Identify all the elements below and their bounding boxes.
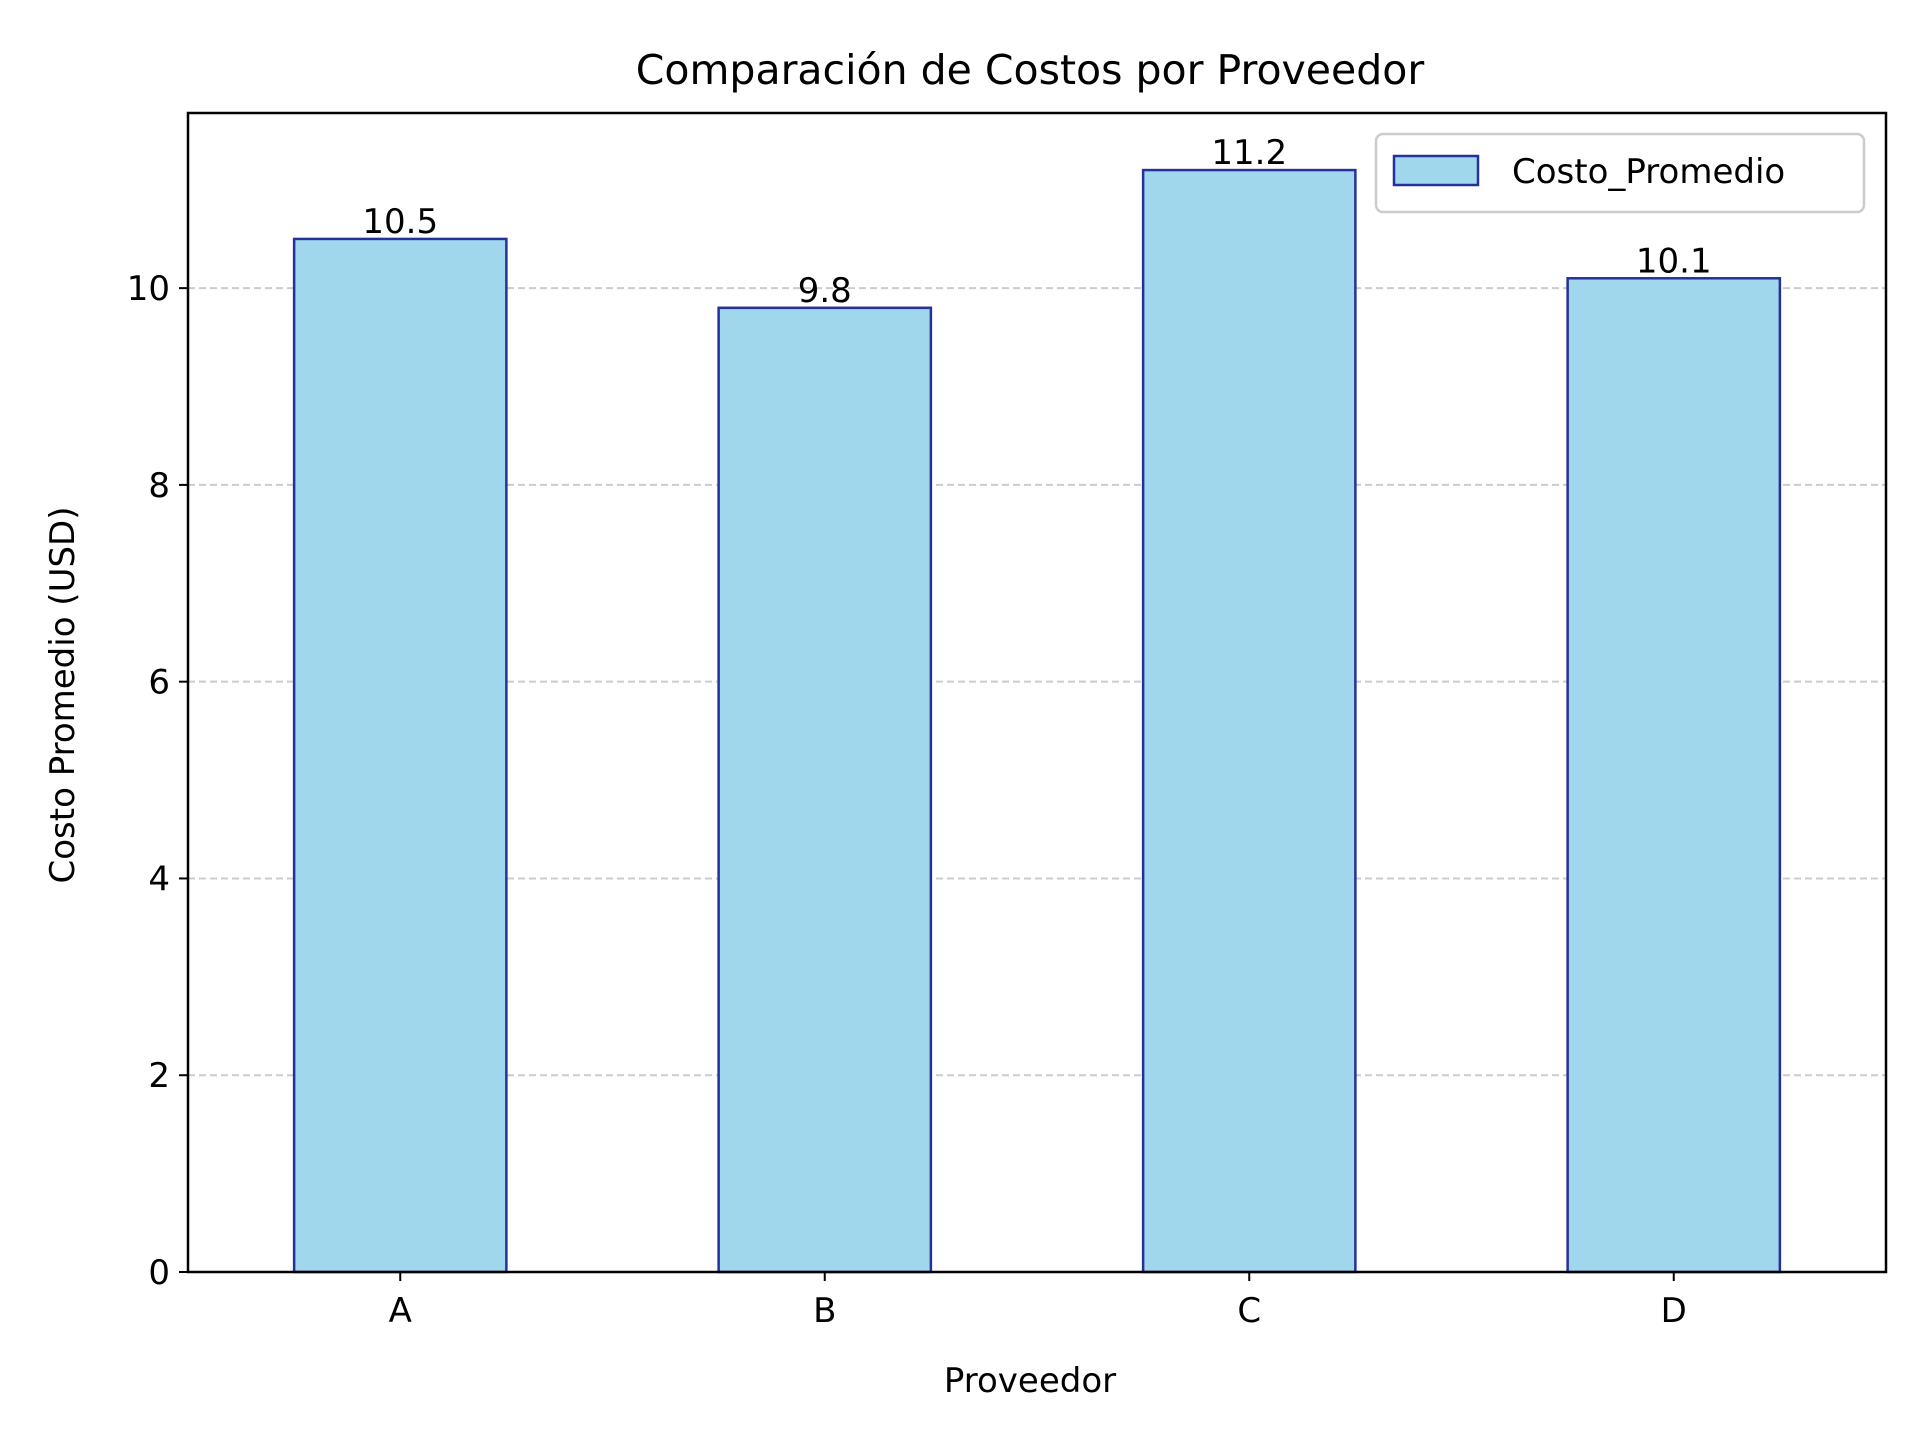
x-tick-label: A (389, 1291, 412, 1331)
y-axis-ticks: 0 2 4 6 8 10 (127, 269, 188, 1293)
bar-C (1141, 168, 1357, 1274)
y-tick-label: 0 (148, 1253, 170, 1293)
bar-value-label: 10.1 (1636, 241, 1712, 281)
bar-value-label: 10.5 (362, 202, 438, 242)
bar-A (292, 237, 508, 1274)
legend: Costo_Promedio (1374, 132, 1866, 214)
plot-frame (186, 111, 1888, 1274)
bars (292, 168, 1782, 1274)
x-axis-label: Proveedor (944, 1361, 1116, 1401)
legend-label: Costo_Promedio (1512, 152, 1785, 192)
bar-value-labels: 10.5 9.8 11.2 10.1 (362, 133, 1711, 311)
y-tick-label: 10 (127, 269, 170, 309)
y-axis-label: Costo Promedio (USD) (43, 507, 83, 884)
bar-value-label: 9.8 (798, 271, 852, 311)
y-tick-label: 6 (148, 663, 170, 703)
x-tick-label: B (813, 1291, 836, 1331)
legend-swatch (1392, 154, 1480, 187)
x-axis-ticks: A B C D (389, 1272, 1687, 1331)
bar-D (1566, 277, 1782, 1274)
bar-B (717, 306, 933, 1274)
legend-box (1374, 132, 1866, 214)
x-tick-label: C (1237, 1291, 1261, 1331)
y-tick-label: 4 (148, 859, 170, 899)
bar-value-label: 11.2 (1211, 133, 1287, 173)
chart-title: Comparación de Costos por Proveedor (636, 46, 1425, 94)
y-tick-label: 8 (148, 466, 170, 506)
x-tick-label: D (1661, 1291, 1687, 1331)
y-tick-label: 2 (148, 1056, 170, 1096)
